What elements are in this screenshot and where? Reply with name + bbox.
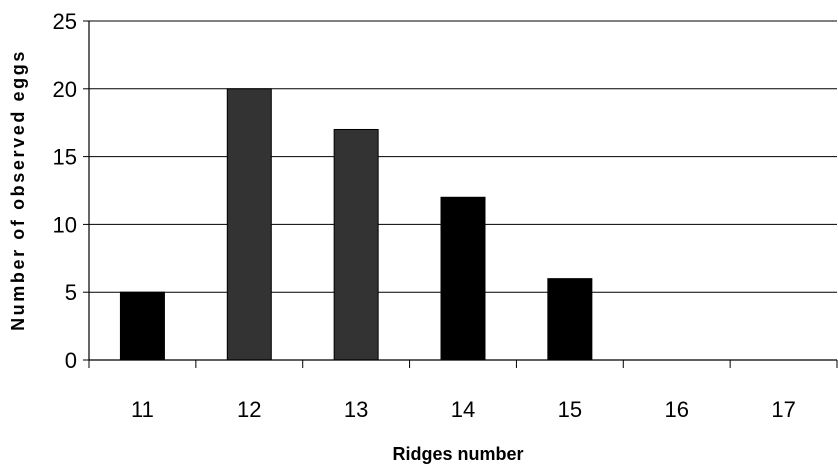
bar-14	[440, 196, 486, 361]
x-axis-title: Ridges number	[392, 444, 523, 464]
y-tick-label: 20	[53, 77, 77, 102]
bars	[119, 88, 593, 361]
x-tick-label: 17	[771, 397, 795, 422]
y-axis-title: Number of observed eggs	[8, 49, 28, 331]
gridlines	[89, 20, 837, 293]
bar-12	[226, 88, 272, 361]
y-tick-label: 10	[53, 212, 77, 237]
bar-13	[333, 128, 379, 361]
bar-15	[547, 278, 593, 361]
y-tick-label: 15	[53, 145, 77, 170]
y-ticks: 0 5 10 15 20 25	[53, 9, 89, 373]
y-tick-label: 5	[65, 280, 77, 305]
y-tick-label: 25	[53, 9, 77, 34]
x-ticks: 11 12 13 14 15 16 17	[88, 360, 838, 422]
x-tick-label: 11	[131, 397, 154, 422]
x-tick-label: 13	[344, 397, 368, 422]
x-tick-label: 16	[664, 397, 688, 422]
axes	[88, 21, 837, 361]
x-tick-label: 14	[451, 397, 475, 422]
x-tick-label: 12	[237, 397, 261, 422]
bar-11	[119, 291, 165, 361]
y-tick-label: 0	[65, 348, 77, 373]
x-tick-label: 15	[558, 397, 582, 422]
